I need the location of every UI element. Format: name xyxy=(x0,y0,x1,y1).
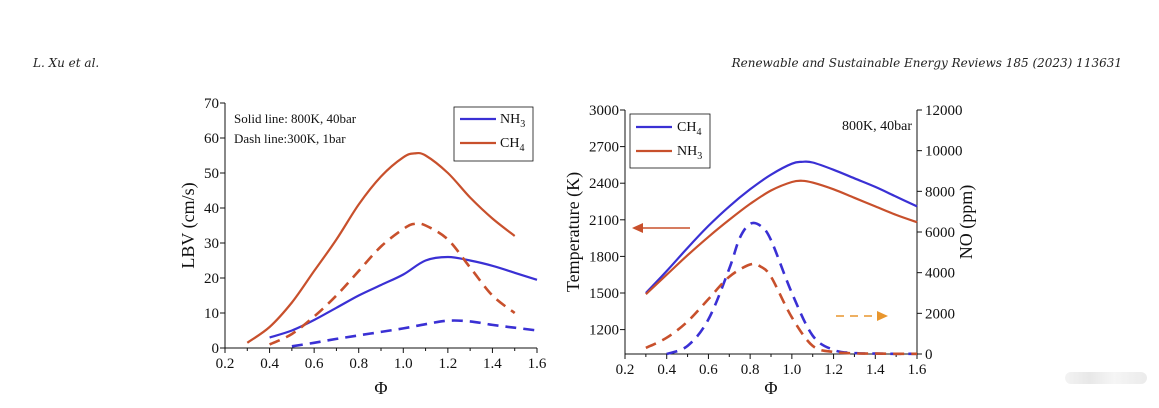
x-tick-label: 0.6 xyxy=(305,356,324,372)
legend-label: CH4 xyxy=(677,120,701,138)
y2-tick-label: 0 xyxy=(925,347,933,363)
lbv-chart: 0.2 0.4 0.6 0.8 1.0 1.2 1.4 1.6 0 10 20 30 40 50 60 70 Φ… xyxy=(178,96,547,398)
y-tick-label: 40 xyxy=(204,201,219,217)
y2-axis-label: NO (ppm) xyxy=(956,185,977,260)
x-tick-label: 1.4 xyxy=(483,356,502,372)
x-tick-label: 1.0 xyxy=(394,356,413,372)
x-tick-label: 0.2 xyxy=(216,356,235,372)
y-tick-label: 2700 xyxy=(589,140,619,156)
y-axis-label: LBV (cm/s) xyxy=(178,182,199,268)
y2-tick-label: 10000 xyxy=(925,144,963,160)
x-tick-label: 0.8 xyxy=(741,362,760,378)
y2-tick-label: 4000 xyxy=(925,266,955,282)
y-tick-label: 1800 xyxy=(589,249,619,265)
y-tick-label: 1200 xyxy=(589,323,619,339)
y2-tick-label: 6000 xyxy=(925,225,955,241)
temperature-no-chart: 0.2 0.4 0.6 0.8 1.0 1.2 1.4 1.6 1200 1500 1800 2100… xyxy=(563,103,977,398)
legend-label: NH3 xyxy=(677,144,702,162)
legend-box xyxy=(629,113,711,169)
series-ch4-dashed xyxy=(666,221,917,356)
series-ch4-solid xyxy=(645,160,918,294)
legend-box xyxy=(453,106,534,162)
series-nh3-solid xyxy=(269,255,538,339)
running-header-journal: Renewable and Sustainable Energy Reviews… xyxy=(731,56,1122,70)
x-tick-label: 0.2 xyxy=(616,362,635,378)
x-tick-label: 1.2 xyxy=(824,362,843,378)
y2-tick-label: 2000 xyxy=(925,306,955,322)
legend-label: NH3 xyxy=(500,112,525,130)
y-tick-label: 1500 xyxy=(589,286,619,302)
y-tick-label: 70 xyxy=(204,96,219,112)
x-tick-label: 0.8 xyxy=(349,356,368,372)
condition-note-dash: Dash line:300K, 1bar xyxy=(234,131,346,146)
x-tick-label: 1.4 xyxy=(866,362,885,378)
legend-label: CH4 xyxy=(500,136,524,154)
y-tick-label: 2100 xyxy=(589,213,619,229)
x-tick-label: 0.4 xyxy=(260,356,279,372)
y2-tick-label: 12000 xyxy=(925,103,963,119)
blurred-footer-mark xyxy=(1065,372,1147,384)
condition-note-solid: Solid line: 800K, 40bar xyxy=(234,111,357,126)
series-nh3-dashed xyxy=(645,262,917,356)
x-tick-label: 0.6 xyxy=(699,362,718,378)
x-axis-label: Φ xyxy=(764,378,777,398)
y-tick-label: 2400 xyxy=(589,176,619,192)
arrow-right-head xyxy=(877,311,888,321)
x-axis-label: Φ xyxy=(374,378,387,398)
series-nh3-solid xyxy=(645,179,918,296)
y-axis-label: Temperature (K) xyxy=(563,172,584,292)
y-tick-label: 0 xyxy=(212,341,220,357)
y-tick-label: 3000 xyxy=(589,103,619,119)
series-nh3-dashed xyxy=(291,319,538,348)
x-tick-label: 1.0 xyxy=(782,362,801,378)
arrow-left-head xyxy=(632,223,643,233)
y2-tick-label: 8000 xyxy=(925,184,955,200)
y-tick-label: 20 xyxy=(204,271,219,287)
x-tick-label: 0.4 xyxy=(657,362,676,378)
x-tick-label: 1.6 xyxy=(528,356,547,372)
series-ch4-solid xyxy=(246,151,516,344)
y-tick-label: 50 xyxy=(204,166,219,182)
x-tick-label: 1.2 xyxy=(438,356,457,372)
y-tick-label: 60 xyxy=(204,131,219,147)
y-tick-label: 10 xyxy=(204,306,219,322)
x-tick-label: 1.6 xyxy=(908,362,927,378)
running-header-authors: L. Xu et al. xyxy=(33,56,100,70)
condition-note: 800K, 40bar xyxy=(842,119,912,134)
y-tick-label: 30 xyxy=(204,236,219,252)
